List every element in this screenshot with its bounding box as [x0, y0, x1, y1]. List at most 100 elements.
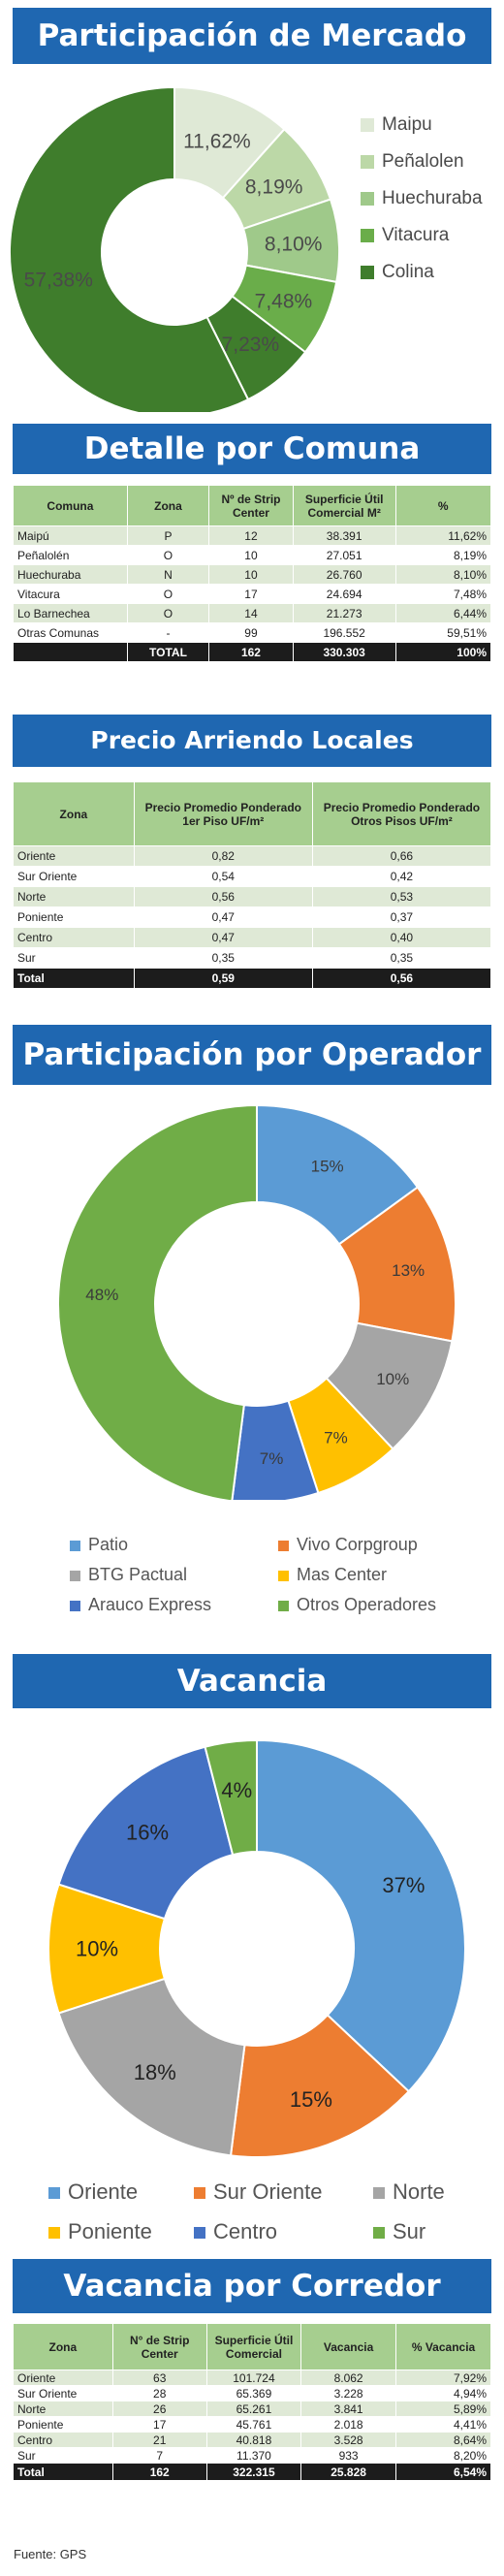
- slice-label-mas-center: 7%: [324, 1429, 348, 1447]
- table-total-cell: TOTAL: [126, 642, 210, 662]
- slice-label-btg-pactual: 10%: [376, 1370, 409, 1388]
- table-cell: -: [126, 622, 210, 643]
- table-cell: Maipú: [13, 525, 128, 546]
- legend-item-centro: Centro: [194, 2219, 277, 2244]
- table-cell: 7,48%: [394, 584, 492, 604]
- legend-swatch-mas-center: [278, 1570, 289, 1581]
- slice-label-otros-operadores: 48%: [85, 1286, 118, 1304]
- col-header-zona: Zona: [126, 485, 210, 526]
- legend-swatch-centro: [194, 2227, 205, 2240]
- table-cell: Otras Comunas: [13, 622, 128, 643]
- table-cell: 21: [111, 2432, 207, 2448]
- table-row: Sur Oriente 0,54 0,42: [13, 866, 492, 887]
- table-cell: Vitacura: [13, 584, 128, 604]
- table-row: Maipú P 12 38.391 11,62%: [13, 525, 492, 546]
- table-cell: Norte: [13, 886, 135, 907]
- legend-item-poniente: Poniente: [48, 2219, 152, 2244]
- slice-label-penalolen: 8,19%: [245, 176, 303, 199]
- table-row: Oriente 63 101.724 8.062 7,92%: [13, 2369, 491, 2386]
- table-cell: 14: [208, 603, 294, 623]
- table-total-cell: 162: [208, 642, 294, 662]
- table-cell: 4,41%: [395, 2416, 491, 2433]
- table-cell: Sur Oriente: [13, 2385, 113, 2401]
- table-cell: 2.018: [300, 2416, 397, 2433]
- slice-label-sur-oriente: 15%: [290, 2087, 332, 2112]
- slice-oriente: [256, 1738, 466, 2093]
- table-cell: Oriente: [13, 845, 135, 867]
- table-total-cell: 330.303: [292, 642, 396, 662]
- table-cell: 27.051: [292, 545, 396, 565]
- header-detalle-comuna: Detalle por Comuna: [13, 424, 491, 474]
- header-participacion-mercado: Participación de Mercado: [13, 8, 491, 64]
- table-total-row: Total 0,59 0,56: [13, 968, 492, 989]
- legend-label: Centro: [213, 2219, 278, 2243]
- table-cell: 0,53: [311, 886, 492, 907]
- legend-swatch-patio: [70, 1540, 80, 1551]
- table-cell: 4,94%: [395, 2385, 491, 2401]
- legend-label: Sur: [393, 2219, 426, 2243]
- table-row: Sur 7 11.370 933 8,20%: [13, 2447, 491, 2464]
- slice-otros: [9, 85, 250, 412]
- legend-item-vivo-corpgroup: Vivo Corpgroup: [278, 1535, 418, 1555]
- table-cell: Sur Oriente: [13, 866, 135, 887]
- legend-swatch-oriente: [48, 2187, 60, 2200]
- slice-label-maipu: 11,62%: [183, 130, 251, 152]
- table-row: Lo Barnechea O 14 21.273 6,44%: [13, 603, 492, 623]
- table-cell: O: [126, 584, 210, 604]
- table-total-row: Total 162 322.315 25.828 6,54%: [13, 2463, 491, 2481]
- slice-label-sur: 4%: [221, 1778, 252, 1802]
- legend-swatch-btg-pactual: [70, 1570, 80, 1581]
- table-cell: 45.761: [205, 2416, 302, 2433]
- col-header-strip-center: Nº de Strip Center: [208, 485, 294, 526]
- table-row: Huechuraba N 10 26.760 8,10%: [13, 564, 492, 585]
- table-cell: Oriente: [13, 2369, 113, 2386]
- table-total-cell: 25.828: [300, 2463, 397, 2481]
- slice-sur-oriente: [229, 2014, 411, 2158]
- table-row: Poniente 0,47 0,37: [13, 906, 492, 928]
- vacancy-donut-chart: 37% 15% 18% 10% 16% 4%: [47, 1738, 466, 2158]
- header-precio-arriendo: Precio Arriendo Locales Comerciales: [13, 715, 491, 807]
- legend-swatch-arauco-express: [70, 1600, 80, 1611]
- table-cell: 0,37: [311, 906, 492, 928]
- legend-label-colina: Colina: [382, 262, 434, 282]
- legend-item-norte: Norte: [373, 2179, 445, 2205]
- table-total-cell: Total: [13, 968, 135, 989]
- slice-label-poniente: 10%: [76, 1937, 118, 1961]
- legend-label: Arauco Express: [88, 1595, 212, 1614]
- legend-label-penalolen: Peñalolen: [382, 151, 464, 172]
- table-cell: 40.818: [205, 2432, 302, 2448]
- table-row: Norte 0,56 0,53: [13, 886, 492, 907]
- table-cell: 933: [300, 2447, 397, 2464]
- slice-label-vitacura: 7,48%: [255, 290, 313, 312]
- slice-centro: [57, 1745, 235, 1921]
- legend-swatch-otros-operadores: [278, 1600, 289, 1611]
- table-cell: 11.370: [205, 2447, 302, 2464]
- table-cell: Sur: [13, 2447, 113, 2464]
- table-total-cell: 100%: [394, 642, 492, 662]
- legend-item-sur-oriente: Sur Oriente: [194, 2179, 323, 2205]
- table-cell: 0,56: [133, 886, 313, 907]
- table-cell: 0,40: [311, 927, 492, 948]
- table-cell: Centro: [13, 927, 135, 948]
- table-cell: 6,44%: [394, 603, 492, 623]
- table-cell: 63: [111, 2369, 207, 2386]
- table-cell: 17: [111, 2416, 207, 2433]
- slice-label-oriente: 37%: [382, 1873, 425, 1897]
- table-cell: 3.528: [300, 2432, 397, 2448]
- table-total-cell: Total: [13, 2463, 113, 2481]
- table-cell: 10: [208, 564, 294, 585]
- legend-label: Patio: [88, 1535, 129, 1554]
- table-cell: O: [126, 545, 210, 565]
- slice-label-arauco-express: 7%: [260, 1449, 284, 1468]
- legend-label: Poniente: [68, 2219, 152, 2243]
- table-cell: 0,42: [311, 866, 492, 887]
- table-cell: 12: [208, 525, 294, 546]
- legend-label: Norte: [393, 2179, 445, 2204]
- legend-swatch-norte: [373, 2187, 385, 2200]
- legend-item-arauco-express: Arauco Express: [70, 1595, 211, 1615]
- legend-swatch-vivo-corpgroup: [278, 1540, 289, 1551]
- table-cell: 0,82: [133, 845, 313, 867]
- slice-otros-operadores: [56, 1103, 258, 1500]
- table-cell: 0,54: [133, 866, 313, 887]
- table-cell: 21.273: [292, 603, 396, 623]
